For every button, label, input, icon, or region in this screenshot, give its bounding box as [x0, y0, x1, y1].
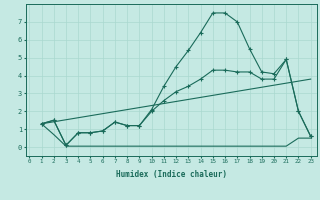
X-axis label: Humidex (Indice chaleur): Humidex (Indice chaleur): [116, 170, 227, 179]
